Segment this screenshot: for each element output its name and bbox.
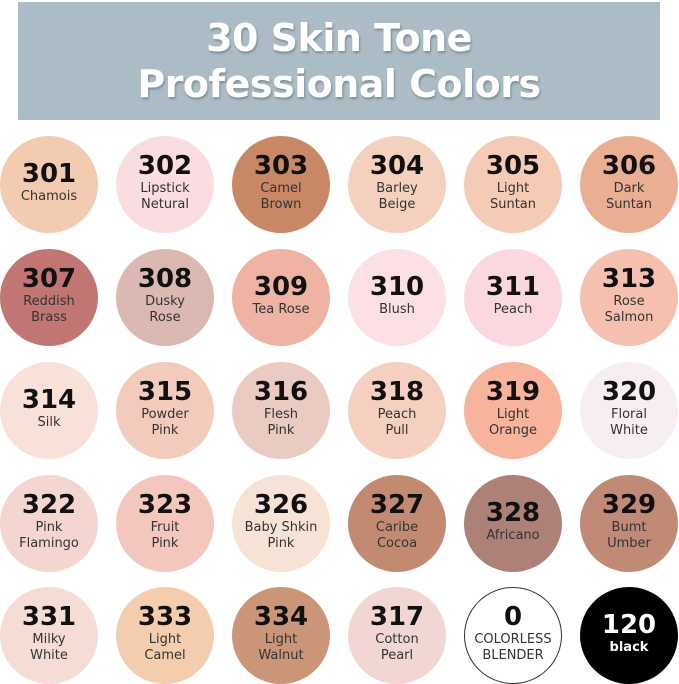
color-code: 331: [21, 601, 77, 632]
color-swatch-302: 302 Lipstick Netural: [116, 136, 214, 233]
color-code: 304: [369, 150, 425, 181]
color-swatch-0: 0 COLORLESS BLENDER: [464, 587, 562, 684]
color-code: 0: [503, 601, 523, 632]
color-swatch-310: 310 Blush: [348, 249, 446, 346]
color-name: Camel Brown: [260, 180, 302, 212]
color-name: Fruit Pink: [150, 519, 180, 551]
color-name: Tea Rose: [252, 301, 310, 317]
color-swatch-306: 306 Dark Suntan: [580, 136, 678, 233]
color-name: Caribe Cocoa: [375, 519, 419, 551]
color-name: Floral White: [610, 406, 648, 438]
color-swatch-120: 120 black: [580, 587, 678, 684]
title-line-2: Professional Colors: [137, 62, 541, 106]
color-swatch-311: 311 Peach: [464, 249, 562, 346]
color-swatch-322: 322 Pink Flamingo: [0, 475, 98, 572]
color-name: Peach: [493, 301, 533, 317]
color-name: Light Orange: [488, 406, 538, 438]
color-name: Barley Beige: [376, 180, 418, 212]
color-swatch-305: 305 Light Suntan: [464, 136, 562, 233]
color-swatch-314: 314 Silk: [0, 362, 98, 459]
color-code: 310: [369, 271, 425, 302]
color-code: 333: [137, 601, 193, 632]
color-name: Africano: [486, 527, 540, 543]
color-name: Lipstick Netural: [140, 180, 190, 212]
color-code: 307: [21, 263, 77, 294]
color-code: 301: [21, 158, 77, 189]
color-code: 302: [137, 150, 193, 181]
color-code: 306: [601, 150, 657, 181]
color-code: 327: [369, 489, 425, 520]
color-swatch-308: 308 Dusky Rose: [116, 249, 214, 346]
color-swatch-327: 327 Caribe Cocoa: [348, 475, 446, 572]
color-swatch-316: 316 Flesh Pink: [232, 362, 330, 459]
color-name: Bumt Umber: [607, 519, 651, 551]
color-code: 319: [485, 376, 541, 407]
color-name: Light Suntan: [489, 180, 537, 212]
title-banner: 30 Skin Tone Professional Colors: [18, 2, 660, 120]
color-swatch-317: 317 Cotton Pearl: [348, 587, 446, 684]
color-code: 329: [601, 489, 657, 520]
color-swatch-313: 313 Rose Salmon: [580, 249, 678, 346]
color-code: 328: [485, 497, 541, 528]
color-swatch-319: 319 Light Orange: [464, 362, 562, 459]
color-name: Peach Pull: [377, 406, 417, 438]
color-name: Flesh Pink: [263, 406, 299, 438]
color-swatch-301: 301 Chamois: [0, 136, 98, 233]
color-swatch-318: 318 Peach Pull: [348, 362, 446, 459]
color-code: 314: [21, 384, 77, 415]
color-code: 323: [137, 489, 193, 520]
title-line-1: 30 Skin Tone: [206, 16, 472, 60]
color-name: Dark Suntan: [605, 180, 653, 212]
color-name: Powder Pink: [141, 406, 189, 438]
color-swatch-303: 303 Camel Brown: [232, 136, 330, 233]
color-name: Reddish Brass: [23, 293, 75, 325]
color-code: 326: [253, 489, 309, 520]
color-swatch-329: 329 Bumt Umber: [580, 475, 678, 572]
color-code: 320: [601, 376, 657, 407]
color-code: 313: [601, 263, 657, 294]
color-name: Light Camel: [144, 631, 186, 663]
color-name: Blush: [379, 301, 415, 317]
color-swatch-323: 323 Fruit Pink: [116, 475, 214, 572]
color-swatch-320: 320 Floral White: [580, 362, 678, 459]
color-code: 308: [137, 263, 193, 294]
color-code: 311: [485, 271, 541, 302]
color-name: Dusky Rose: [145, 293, 185, 325]
color-code: 334: [253, 601, 309, 632]
color-swatch-307: 307 Reddish Brass: [0, 249, 98, 346]
color-swatch-315: 315 Powder Pink: [116, 362, 214, 459]
color-code: 309: [253, 271, 309, 302]
color-swatch-309: 309 Tea Rose: [232, 249, 330, 346]
color-code: 317: [369, 601, 425, 632]
color-swatch-333: 333 Light Camel: [116, 587, 214, 684]
color-name: Baby Shkin Pink: [244, 519, 318, 551]
color-swatch-326: 326 Baby Shkin Pink: [232, 475, 330, 572]
color-name: Cotton Pearl: [375, 631, 419, 663]
color-name: Rose Salmon: [604, 293, 654, 325]
color-code: 322: [21, 489, 77, 520]
color-name: Pink Flamingo: [19, 519, 79, 551]
color-name: Milky White: [30, 631, 68, 663]
color-name: Light Walnut: [258, 631, 304, 663]
color-code: 318: [369, 376, 425, 407]
color-swatch-331: 331 Milky White: [0, 587, 98, 684]
color-swatch-334: 334 Light Walnut: [232, 587, 330, 684]
color-name: black: [609, 639, 649, 655]
color-swatch-304: 304 Barley Beige: [348, 136, 446, 233]
color-code: 305: [485, 150, 541, 181]
color-name: COLORLESS BLENDER: [474, 631, 552, 663]
color-name: Silk: [37, 414, 61, 430]
color-code: 120: [601, 609, 657, 640]
color-code: 315: [137, 376, 193, 407]
color-code: 303: [253, 150, 309, 181]
color-swatch-328: 328 Africano: [464, 475, 562, 572]
color-name: Chamois: [20, 188, 78, 204]
color-code: 316: [253, 376, 309, 407]
